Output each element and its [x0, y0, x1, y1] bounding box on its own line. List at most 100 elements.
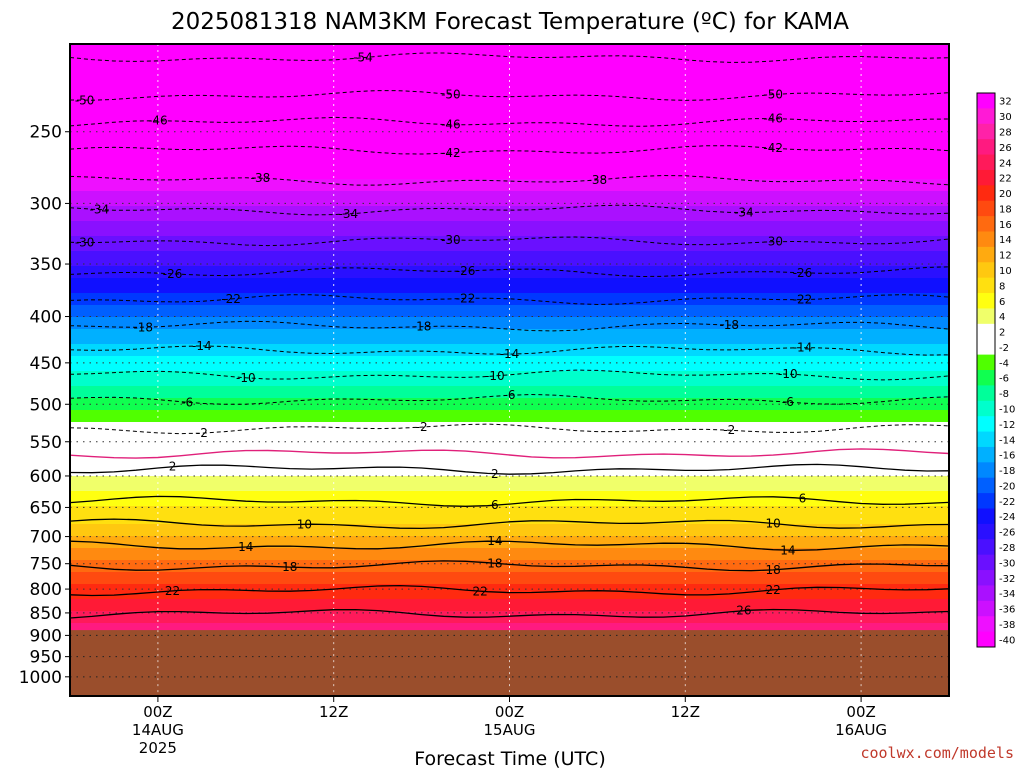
colorbar-swatch	[977, 308, 995, 325]
contour-label: 10	[297, 517, 312, 531]
colorbar-tick-label: 14	[999, 235, 1012, 246]
temperature-band	[70, 245, 949, 249]
x-tick-label: 14AUG	[132, 721, 184, 739]
credit-link[interactable]: coolwx.com/models	[860, 744, 1014, 762]
contour-label: 26	[736, 604, 751, 618]
temperature-band	[70, 227, 949, 231]
colorbar-tick-label: -6	[999, 374, 1009, 385]
plot-area: -54 -50 -50 -50 -46 -46 -46 -42 -42 -38 -38 -34 -34 -…	[70, 44, 949, 696]
temperature-band	[70, 185, 949, 189]
temperature-band	[70, 611, 949, 615]
contour-label: -10	[236, 371, 256, 385]
temperature-band	[70, 599, 949, 603]
temperature-band	[70, 335, 949, 339]
temperature-band	[70, 239, 949, 243]
temperature-band	[70, 551, 949, 555]
contour-label: -18	[412, 320, 432, 334]
y-tick-label: 900	[30, 626, 62, 646]
contour-lines: -54 -50 -50 -50 -46 -46 -46 -42 -42 -38 -38 -34 -34 -…	[70, 51, 949, 619]
temperature-band	[70, 293, 949, 297]
temperature-band	[70, 497, 949, 501]
contour-label: -10	[485, 369, 505, 383]
contour-label: 6	[491, 498, 499, 512]
colorbar-swatch	[977, 231, 995, 248]
temperature-band	[70, 479, 949, 483]
contour-label: -34	[89, 203, 109, 217]
contour-label: -6	[504, 388, 516, 402]
colorbar-tick-label: 10	[999, 266, 1012, 277]
colorbar-swatch	[977, 400, 995, 417]
temperature-band	[70, 449, 949, 453]
contour-line-10	[70, 518, 949, 530]
contour-label: 2	[491, 467, 499, 481]
contour-label: -14	[793, 341, 813, 355]
colorbar-swatch	[977, 354, 995, 371]
terrain-surface	[70, 630, 949, 696]
temperature-band	[70, 617, 949, 621]
temperature-band	[70, 179, 949, 183]
temperature-band	[70, 461, 949, 465]
chart-title: 2025081318 NAM3KM Forecast Temperature (…	[171, 9, 849, 35]
contour-label: -26	[456, 264, 476, 278]
contour-label: -30	[763, 235, 783, 249]
y-tick-label: 600	[30, 467, 62, 487]
temperature-band	[70, 395, 949, 399]
contour-label: -54	[353, 51, 373, 65]
temperature-band	[70, 623, 949, 627]
colorbar-tick-label: -28	[999, 543, 1015, 554]
contour-line-6	[70, 495, 949, 507]
colorbar-swatch	[977, 523, 995, 540]
colorbar-swatch	[977, 185, 995, 202]
temperature-band	[70, 119, 949, 123]
temperature-band	[70, 575, 949, 579]
colorbar-tick-label: -38	[999, 620, 1015, 631]
temperature-band	[70, 527, 949, 531]
temperature-band	[70, 221, 949, 225]
temperature-band	[70, 167, 949, 171]
y-tick-label: 550	[30, 433, 62, 453]
temperature-band	[70, 557, 949, 561]
contour-line-22	[70, 584, 949, 597]
colorbar-legend: 32 30 28 26 24 22 20 18 16 14 12 10 8 6 4 2 -2 -4 -6 -8 -10 -…	[976, 92, 1015, 648]
colorbar-swatch	[977, 123, 995, 140]
contour-label: -14	[500, 347, 520, 361]
temperature-band	[70, 191, 949, 195]
colorbar-tick-label: -40	[999, 635, 1015, 646]
colorbar-tick-label: -12	[999, 420, 1015, 431]
colorbar-tick-label: 24	[999, 158, 1012, 169]
colorbar-swatch	[977, 154, 995, 171]
colorbar-tick-label: 8	[999, 281, 1005, 292]
y-tick-label: 650	[30, 498, 62, 518]
contour-line-2	[70, 463, 949, 475]
temperature-band	[70, 383, 949, 387]
temperature-band	[70, 215, 949, 219]
colorbar-swatch	[977, 477, 995, 494]
contour-label: -30	[441, 233, 461, 247]
temperature-band	[70, 359, 949, 363]
colorbar-tick-label: -30	[999, 558, 1015, 569]
x-tick-label: 00Z	[846, 703, 875, 721]
temperature-band	[70, 401, 949, 405]
contour-label: 18	[766, 563, 781, 577]
temperature-band	[70, 299, 949, 303]
colorbar-tick-label: 26	[999, 143, 1012, 154]
temperature-band	[70, 419, 949, 423]
x-tick-label: 12Z	[319, 703, 348, 721]
y-tick-label: 300	[30, 194, 62, 214]
temperature-band	[70, 425, 949, 429]
contour-label: 6	[799, 491, 807, 505]
temperature-band	[70, 173, 949, 177]
x-tick-label: 15AUG	[484, 721, 536, 739]
contour-label: -26	[163, 267, 183, 281]
temperature-band	[70, 539, 949, 543]
colorbar-swatch	[977, 493, 995, 509]
contour-label: -38	[588, 173, 608, 187]
colorbar-tick-label: 16	[999, 220, 1012, 231]
temperature-band	[70, 491, 949, 495]
grid-lines-below-surface	[70, 630, 949, 696]
colorbar-tick-label: -18	[999, 466, 1015, 477]
temperature-band	[70, 353, 949, 357]
temperature-band	[70, 287, 949, 291]
